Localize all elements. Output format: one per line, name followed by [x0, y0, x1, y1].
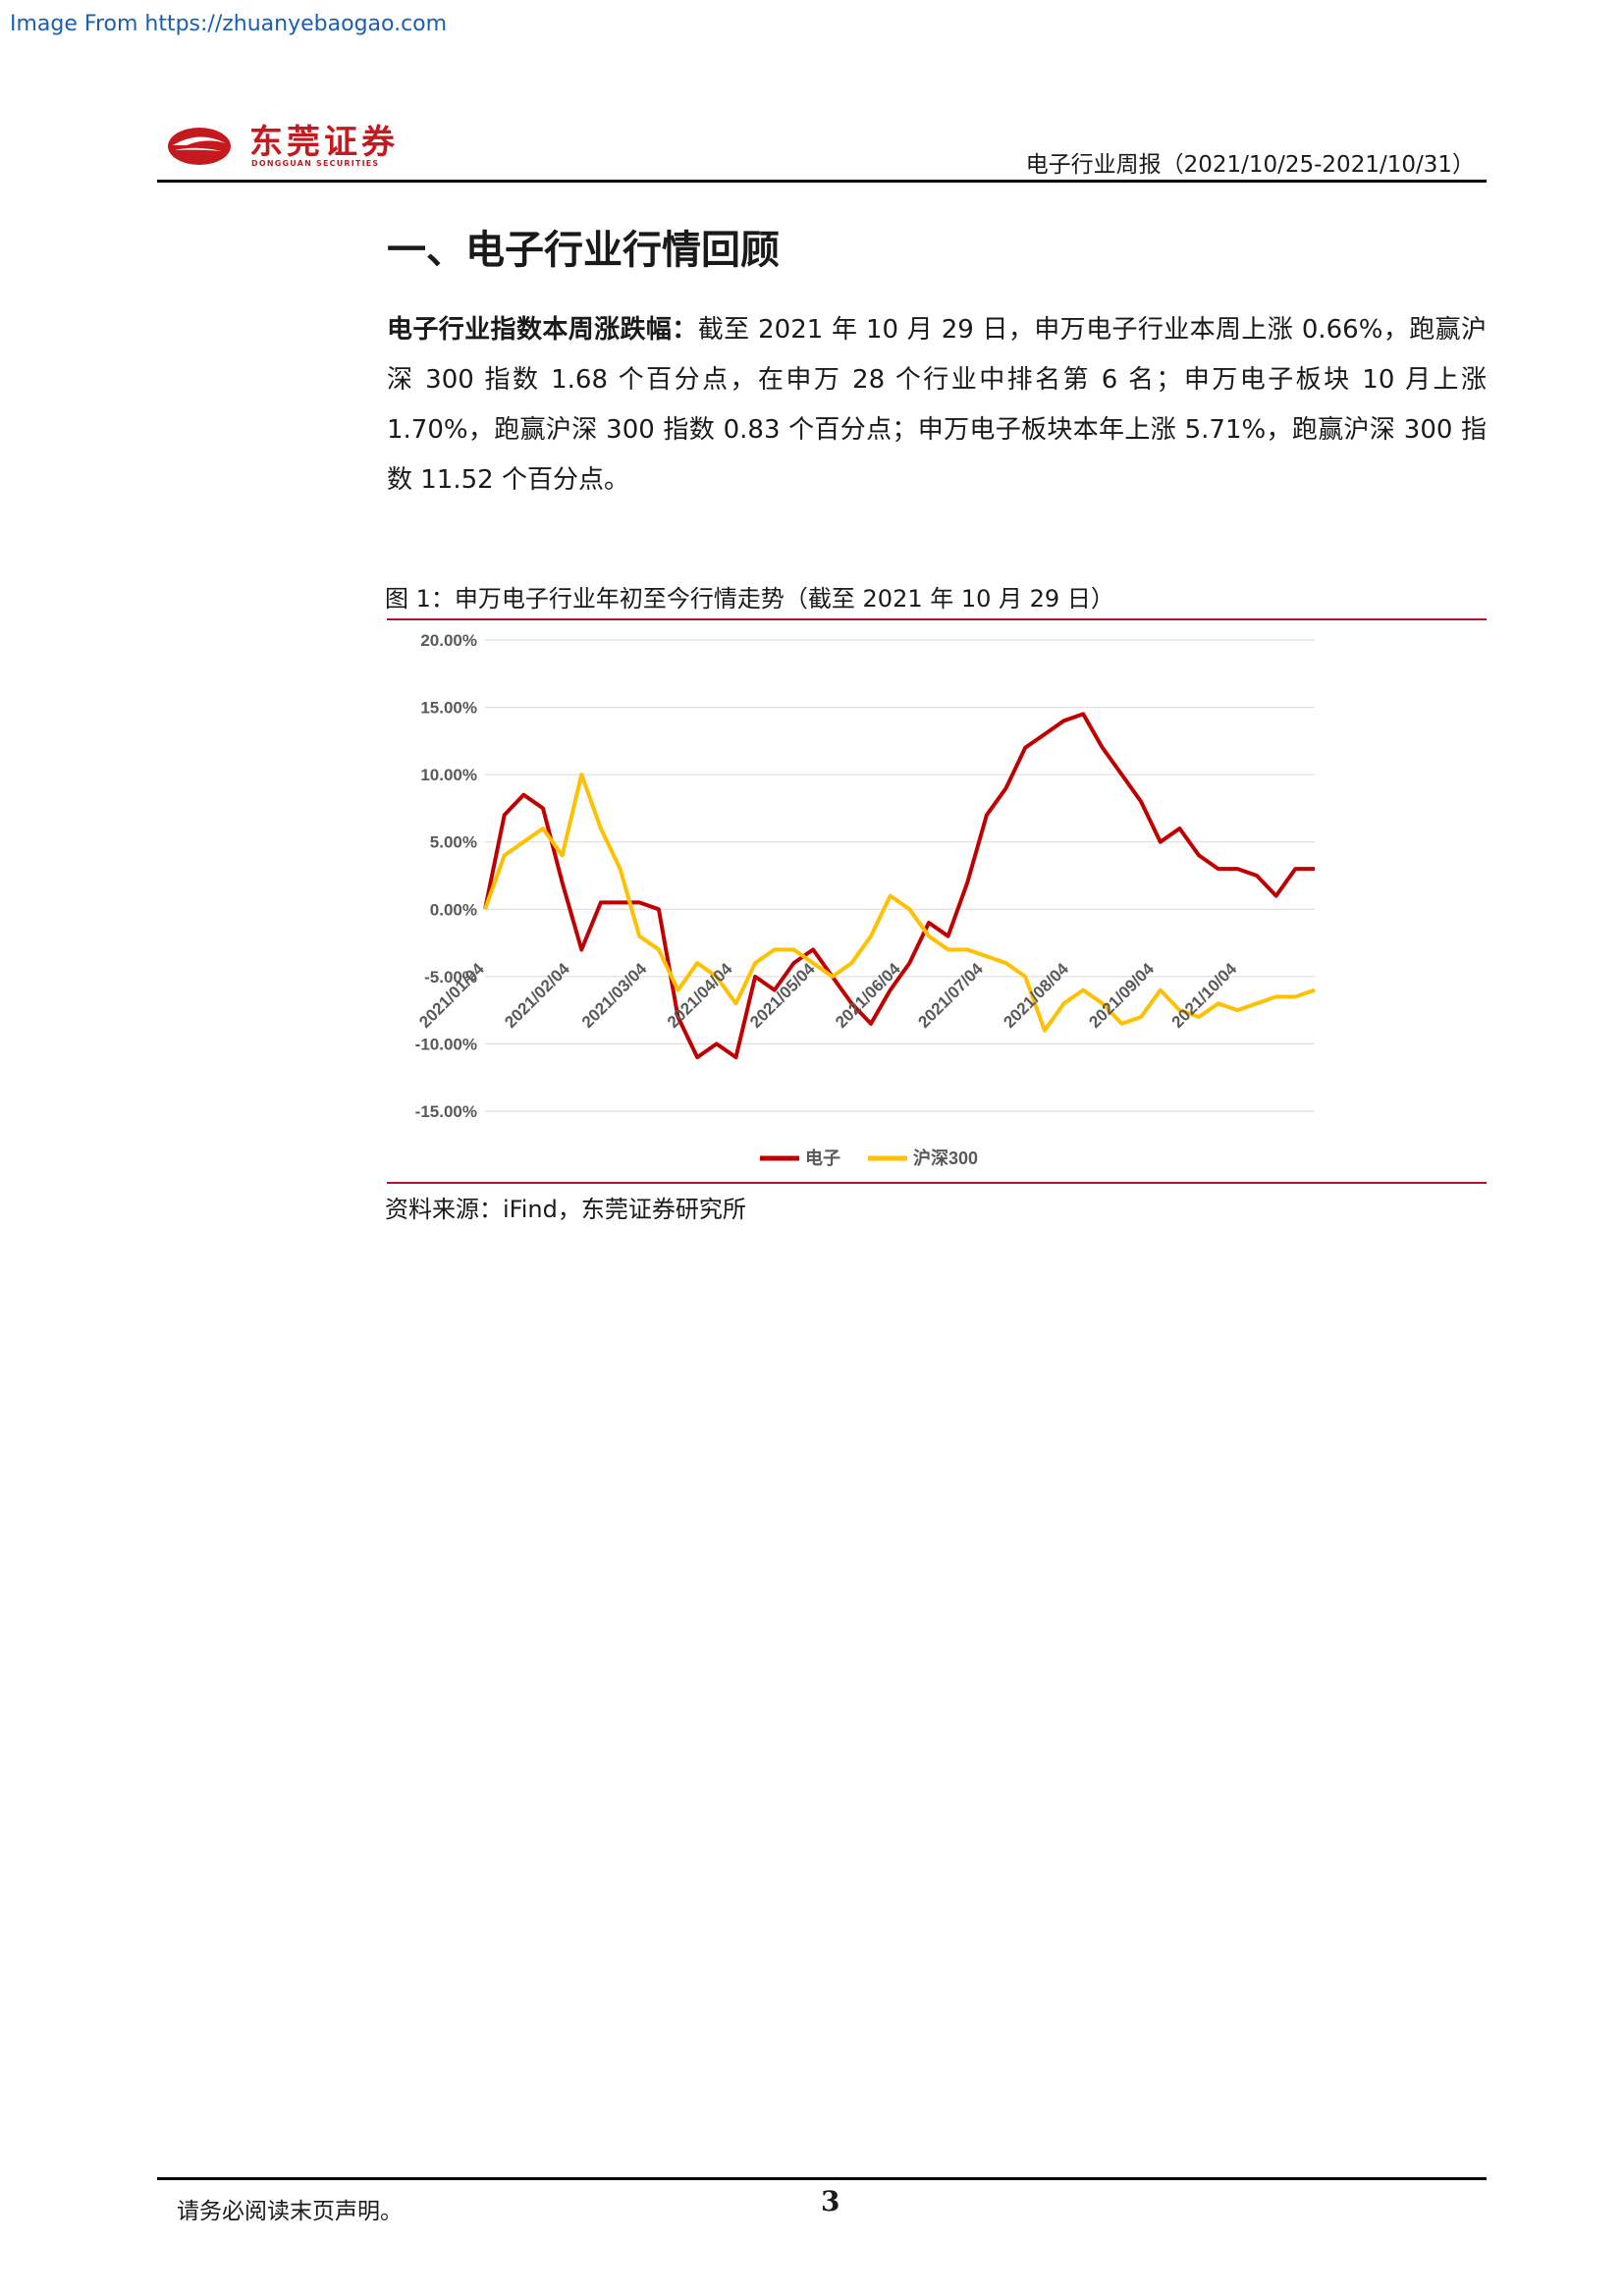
- section-title: 一、电子行业行情回顾: [387, 228, 780, 273]
- figure-top-rule: [387, 618, 1487, 620]
- y-tick-label: 10.00%: [420, 766, 477, 784]
- x-tick-label: 2021/07/04: [914, 959, 987, 1032]
- y-tick-label: 15.00%: [420, 699, 477, 718]
- logo-english-text: DONGGUAN SECURITIES: [251, 159, 380, 168]
- header-divider: [157, 180, 1487, 183]
- summary-lead: 电子行业指数本周涨跌幅：: [387, 315, 698, 345]
- x-tick-label: 2021/02/04: [501, 959, 573, 1032]
- legend-label: 电子: [805, 1148, 840, 1168]
- x-tick-label: 2021/05/04: [746, 959, 819, 1032]
- page-number: 3: [821, 2185, 840, 2217]
- logo-chinese-text: 东莞证券: [249, 123, 399, 162]
- footer-divider: [157, 2177, 1487, 2180]
- logo-mark-icon: [168, 128, 231, 165]
- report-header-title: 电子行业周报（2021/10/25-2021/10/31）: [1025, 152, 1475, 178]
- summary-body: 截至 2021 年 10 月 29 日，申万电子行业本周上涨 0.66%，跑赢沪…: [387, 315, 1487, 495]
- y-tick-label: -10.00%: [415, 1035, 477, 1053]
- footer-disclaimer: 请务必阅读末页声明。: [177, 2199, 403, 2224]
- y-tick-label: 0.00%: [430, 900, 477, 919]
- x-tick-label: 2021/10/04: [1168, 959, 1241, 1032]
- y-tick-label: -15.00%: [415, 1102, 477, 1121]
- x-tick-label: 2021/03/04: [578, 959, 651, 1032]
- legend-label: 沪深300: [913, 1148, 978, 1168]
- source-watermark-link[interactable]: Image From https://zhuanyebaogao.com: [10, 12, 448, 36]
- figure-caption: 图 1：申万电子行业年初至今行情走势（截至 2021 年 10 月 29 日）: [385, 585, 1114, 613]
- figure-source: 资料来源：iFind，东莞证券研究所: [385, 1196, 746, 1223]
- series-line-electronics: [483, 712, 1315, 1060]
- series-line-hs300: [483, 773, 1316, 1033]
- summary-paragraph: 电子行业指数本周涨跌幅：截至 2021 年 10 月 29 日，申万电子行业本周…: [387, 305, 1487, 506]
- y-tick-label: -5.00%: [424, 968, 477, 987]
- x-tick-label: 2021/08/04: [1000, 959, 1072, 1032]
- line-chart: 20.00% 15.00% 10.00% 5.00% 0.00% -5.00% -10.00…: [415, 631, 1316, 1168]
- company-logo: 东莞证券 DONGGUAN SECURITIES: [167, 124, 432, 169]
- y-tick-label: 20.00%: [420, 631, 477, 650]
- figure-bottom-rule: [387, 1182, 1487, 1184]
- y-tick-label: 5.00%: [430, 833, 477, 852]
